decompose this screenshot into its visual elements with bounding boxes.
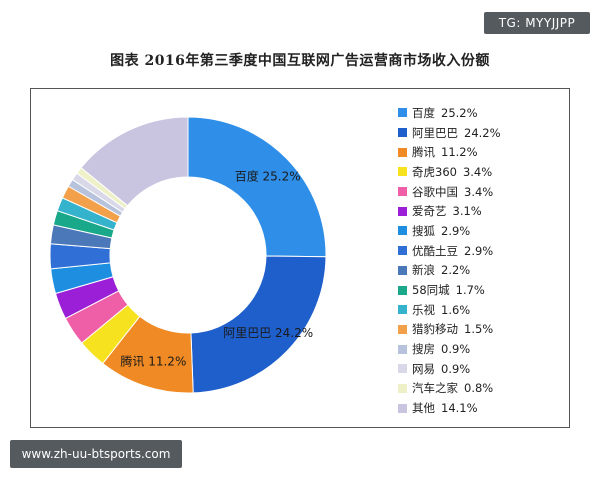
legend-label: 奇虎360	[412, 164, 457, 179]
legend-swatch	[398, 403, 407, 413]
legend-value: 11.2%	[441, 145, 478, 160]
chart-frame	[30, 88, 570, 428]
legend-label: 搜房	[412, 342, 435, 357]
legend-value: 2.9%	[464, 243, 494, 258]
legend-swatch	[398, 364, 407, 374]
watermark-bottom: www.zh-uu-btsports.com	[10, 440, 182, 468]
legend-label: 爱奇艺	[412, 204, 447, 219]
legend: 百度 25.2% 阿里巴巴 24.2% 腾讯 11.2% 奇虎360 3.4% 谷歌中国 3.4%…	[398, 103, 568, 418]
legend-item: 百度 25.2%	[398, 103, 568, 123]
legend-value: 2.2%	[441, 263, 471, 278]
legend-value: 24.2%	[464, 125, 501, 140]
slice-data-label: 百度 25.2%	[235, 168, 301, 183]
legend-item: 优酷土豆 2.9%	[398, 241, 568, 261]
legend-label: 阿里巴巴	[412, 125, 458, 140]
legend-swatch	[398, 246, 407, 256]
legend-value: 3.1%	[452, 204, 482, 219]
legend-label: 乐视	[412, 302, 435, 317]
slice-data-label: 阿里巴巴 24.2%	[223, 326, 313, 340]
legend-label: 腾讯	[412, 145, 435, 160]
legend-value: 3.4%	[464, 184, 494, 199]
legend-swatch	[398, 206, 407, 216]
legend-item: 新浪 2.2%	[398, 261, 568, 281]
legend-value: 1.7%	[455, 283, 485, 298]
legend-swatch	[398, 383, 407, 393]
legend-item: 汽车之家 0.8%	[398, 379, 568, 399]
legend-label: 优酷土豆	[412, 243, 458, 258]
donut-slice-16	[80, 116, 189, 207]
legend-swatch	[398, 167, 407, 177]
legend-swatch	[398, 108, 407, 118]
legend-swatch	[398, 147, 407, 157]
legend-label: 猎豹移动	[412, 322, 458, 337]
legend-item: 奇虎360 3.4%	[398, 162, 568, 182]
legend-item: 58同城 1.7%	[398, 280, 568, 300]
legend-label: 网易	[412, 361, 435, 376]
legend-value: 14.1%	[441, 401, 478, 416]
legend-item: 腾讯 11.2%	[398, 142, 568, 162]
legend-label: 搜狐	[412, 223, 435, 238]
legend-swatch	[398, 128, 407, 138]
legend-label: 百度	[412, 105, 435, 120]
legend-value: 3.4%	[462, 164, 493, 179]
legend-item: 谷歌中国 3.4%	[398, 182, 568, 202]
legend-value: 1.5%	[464, 322, 494, 337]
legend-swatch	[398, 285, 407, 295]
legend-swatch	[398, 226, 407, 236]
legend-swatch	[398, 344, 407, 354]
legend-item: 猎豹移动 1.5%	[398, 320, 568, 340]
legend-item: 乐视 1.6%	[398, 300, 568, 320]
legend-item: 阿里巴巴 24.2%	[398, 123, 568, 143]
legend-value: 0.9%	[441, 342, 471, 357]
legend-swatch	[398, 324, 407, 334]
watermark-top: TG: MYYJJPP	[484, 12, 590, 34]
legend-item: 搜狐 2.9%	[398, 221, 568, 241]
legend-item: 其他 14.1%	[398, 398, 568, 418]
legend-value: 25.2%	[441, 105, 478, 120]
legend-swatch	[398, 305, 407, 315]
legend-item: 爱奇艺 3.1%	[398, 201, 568, 221]
legend-label: 谷歌中国	[412, 184, 458, 199]
chart-title: 图表 2016年第三季度中国互联网广告运营商市场收入份额	[110, 53, 490, 69]
legend-label: 其他	[412, 401, 435, 416]
legend-value: 1.6%	[441, 302, 471, 317]
donut-slice-1	[187, 116, 327, 258]
legend-label: 新浪	[412, 263, 435, 278]
legend-swatch	[398, 187, 407, 197]
legend-swatch	[398, 265, 407, 275]
legend-value: 0.8%	[464, 381, 494, 396]
legend-item: 搜房 0.9%	[398, 339, 568, 359]
legend-item: 网易 0.9%	[398, 359, 568, 379]
legend-label: 汽车之家	[412, 381, 458, 396]
donut-slice-2	[190, 255, 327, 394]
slice-data-label: 腾讯 11.2%	[120, 354, 186, 369]
legend-value: 0.9%	[441, 361, 471, 376]
legend-value: 2.9%	[441, 223, 471, 238]
legend-label: 58同城	[412, 283, 450, 298]
